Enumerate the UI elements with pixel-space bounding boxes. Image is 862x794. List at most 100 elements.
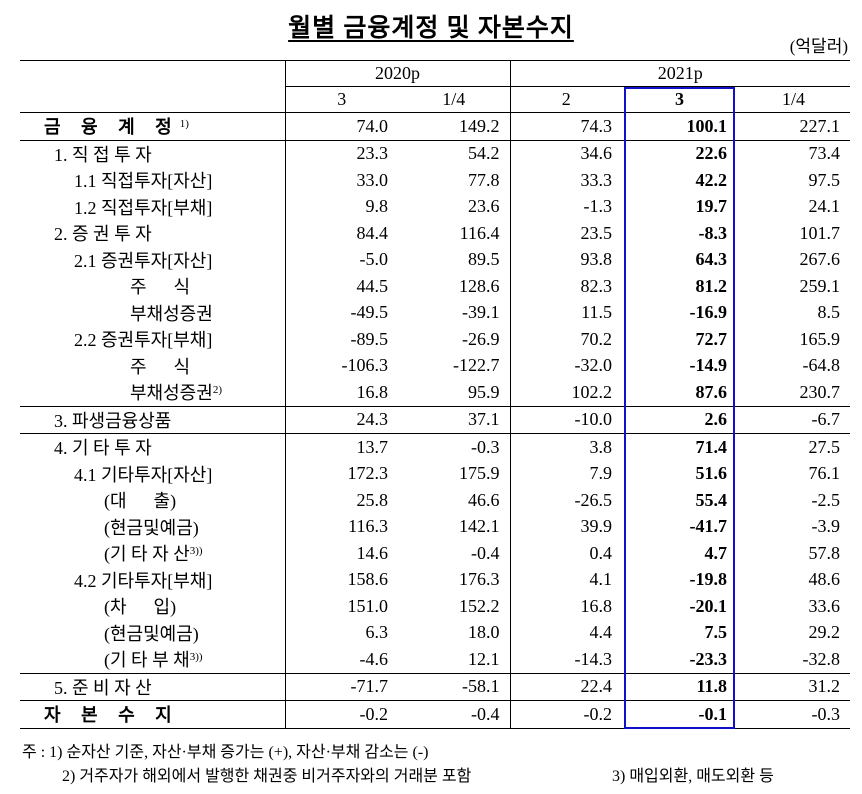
cell: 81.2 bbox=[695, 275, 728, 296]
cell: 7.5 bbox=[704, 622, 728, 643]
cell: -3.9 bbox=[811, 516, 841, 537]
cell: 230.7 bbox=[799, 381, 841, 402]
table-row: 부채성증권 -49.5 -39.1 11.5 -16.9 8.5 bbox=[20, 299, 850, 326]
cell: 22.4 bbox=[510, 672, 622, 701]
label-text: (기 타 부 채 bbox=[104, 650, 190, 671]
cell: 6.3 bbox=[365, 622, 389, 643]
cell: -5.0 bbox=[359, 249, 389, 270]
cell: 152.2 bbox=[398, 593, 511, 620]
cell: 4.7 bbox=[704, 542, 728, 563]
cell: 18.0 bbox=[398, 619, 511, 646]
table-row: 주 식 -106.3 -122.7 -32.0 -14.9 -64.8 bbox=[20, 352, 850, 379]
cell: 128.6 bbox=[398, 273, 511, 300]
footnote-ref: 1) bbox=[179, 118, 189, 131]
cell: 76.1 bbox=[808, 463, 841, 484]
cell: -0.2 bbox=[510, 700, 622, 728]
cell: 16.8 bbox=[580, 595, 613, 616]
cell: 54.2 bbox=[398, 139, 511, 167]
cell: 172.3 bbox=[347, 463, 389, 484]
cell: -19.8 bbox=[689, 569, 728, 590]
note: 3) 매입외환, 매도외환 등 bbox=[612, 768, 774, 785]
row-label: (대 출) bbox=[20, 487, 286, 514]
cell: 48.6 bbox=[808, 569, 841, 590]
cell: 33.3 bbox=[580, 169, 613, 190]
cell: 31.2 bbox=[737, 672, 850, 701]
cell: 46.6 bbox=[398, 487, 511, 514]
label-text: (기 타 자 산 bbox=[104, 544, 190, 565]
cell: 29.2 bbox=[808, 622, 841, 643]
cell: -32.8 bbox=[802, 648, 841, 669]
table-row: 1.1 직접투자[자산] 33.0 77.8 33.3 42.2 97.5 bbox=[20, 167, 850, 194]
cell: 7.9 bbox=[589, 463, 613, 484]
cell: 72.7 bbox=[695, 328, 728, 349]
data-table: 2020p 2021p 3 1/4 2 3 1/4 금 융 계 정1) 74.0 149.2… bbox=[20, 60, 850, 729]
cell: -39.1 bbox=[398, 299, 511, 326]
table-row: 2.1 증권투자[자산] -5.0 89.5 93.8 64.3 267.6 bbox=[20, 246, 850, 273]
label-text: (현금및예금) bbox=[104, 623, 199, 644]
label-text: 2. 증 권 투 자 bbox=[54, 224, 152, 245]
row-label: 1. 직 접 투 자 bbox=[20, 139, 286, 167]
cell: 16.8 bbox=[356, 381, 389, 402]
title: 월별 금융계정 및 자본수지 bbox=[0, 8, 862, 44]
label-text: 4.1 기타투자[자산] bbox=[74, 464, 213, 485]
cell: 14.6 bbox=[356, 542, 389, 563]
cell: -71.7 bbox=[285, 672, 398, 701]
cell: 11.5 bbox=[581, 302, 612, 323]
row-label: 자 본 수 지 bbox=[20, 700, 286, 728]
cell: 97.5 bbox=[808, 169, 841, 190]
cell: 95.9 bbox=[398, 379, 511, 406]
table-row: (현금및예금) 116.3 142.1 39.9 -41.7 -3.9 bbox=[20, 513, 850, 540]
cell: -0.2 bbox=[285, 700, 398, 728]
table-row: (기 타 자 산3)) 14.6 -0.4 0.4 4.7 57.8 bbox=[20, 540, 850, 567]
table-row: 4.2 기타투자[부채] 158.6 176.3 4.1 -19.8 48.6 bbox=[20, 566, 850, 593]
note: 주 : 1) 순자산 기준, 자산·부채 증가는 (+), 자산·부채 감소는 … bbox=[22, 744, 429, 761]
cell: -58.1 bbox=[398, 672, 511, 701]
label-text: 자 본 수 지 bbox=[44, 705, 180, 726]
cell: -14.3 bbox=[574, 648, 613, 669]
row-label: 금 융 계 정1) bbox=[20, 112, 286, 140]
cell: -32.0 bbox=[574, 355, 613, 376]
cell: 2.6 bbox=[622, 405, 737, 434]
cell: 27.5 bbox=[737, 433, 850, 461]
cell: -20.1 bbox=[689, 595, 728, 616]
cell: 74.0 bbox=[356, 115, 389, 136]
cell: -89.5 bbox=[350, 328, 389, 349]
cell: 116.3 bbox=[348, 516, 388, 537]
table-row: 2. 증 권 투 자 84.4 116.4 23.5 -8.3 101.7 bbox=[20, 220, 850, 247]
row-label: 4.1 기타투자[자산] bbox=[20, 460, 286, 487]
row-label: 1.1 직접투자[자산] bbox=[20, 167, 286, 194]
table-row: 5. 준 비 자 산 -71.7 -58.1 22.4 11.8 31.2 bbox=[20, 672, 850, 701]
row-label: 2.2 증권투자[부채] bbox=[20, 326, 286, 353]
row-label: 1.2 직접투자[부채] bbox=[20, 193, 286, 220]
table-row: 주 식 44.5 128.6 82.3 81.2 259.1 bbox=[20, 273, 850, 300]
label-text: 1. 직 접 투 자 bbox=[54, 144, 152, 165]
cell: 142.1 bbox=[398, 513, 511, 540]
row-label: 4.2 기타투자[부채] bbox=[20, 566, 286, 593]
highlight-box bbox=[624, 86, 735, 729]
cell: -10.0 bbox=[510, 405, 622, 434]
cell: 57.8 bbox=[808, 542, 841, 563]
label-text: (현금및예금) bbox=[104, 517, 199, 538]
title-text: 월별 금융계정 및 자본수지 bbox=[288, 15, 574, 42]
cell: 158.6 bbox=[347, 569, 389, 590]
cell: -2.5 bbox=[811, 489, 841, 510]
row-label: 주 식 bbox=[20, 352, 286, 379]
row-label: 주 식 bbox=[20, 273, 286, 300]
cell: 22.6 bbox=[622, 139, 737, 167]
cell: -1.3 bbox=[583, 196, 613, 217]
label-text: (차 입) bbox=[104, 597, 177, 618]
row-label: 4. 기 타 투 자 bbox=[20, 433, 286, 461]
label-text: 주 식 bbox=[130, 277, 191, 298]
cell: 23.6 bbox=[398, 193, 511, 220]
label-text: 금 융 계 정 bbox=[44, 117, 180, 138]
label-text: 4. 기 타 투 자 bbox=[54, 438, 152, 459]
cell: 77.8 bbox=[398, 167, 511, 194]
year: 2020p bbox=[285, 60, 511, 87]
cell: 55.4 bbox=[695, 489, 728, 510]
period: 3 bbox=[675, 89, 684, 109]
cell: 73.4 bbox=[737, 139, 850, 167]
cell: 116.4 bbox=[398, 220, 511, 247]
cell: 25.8 bbox=[356, 489, 389, 510]
cell: 70.2 bbox=[580, 328, 613, 349]
cell: 51.6 bbox=[695, 463, 728, 484]
